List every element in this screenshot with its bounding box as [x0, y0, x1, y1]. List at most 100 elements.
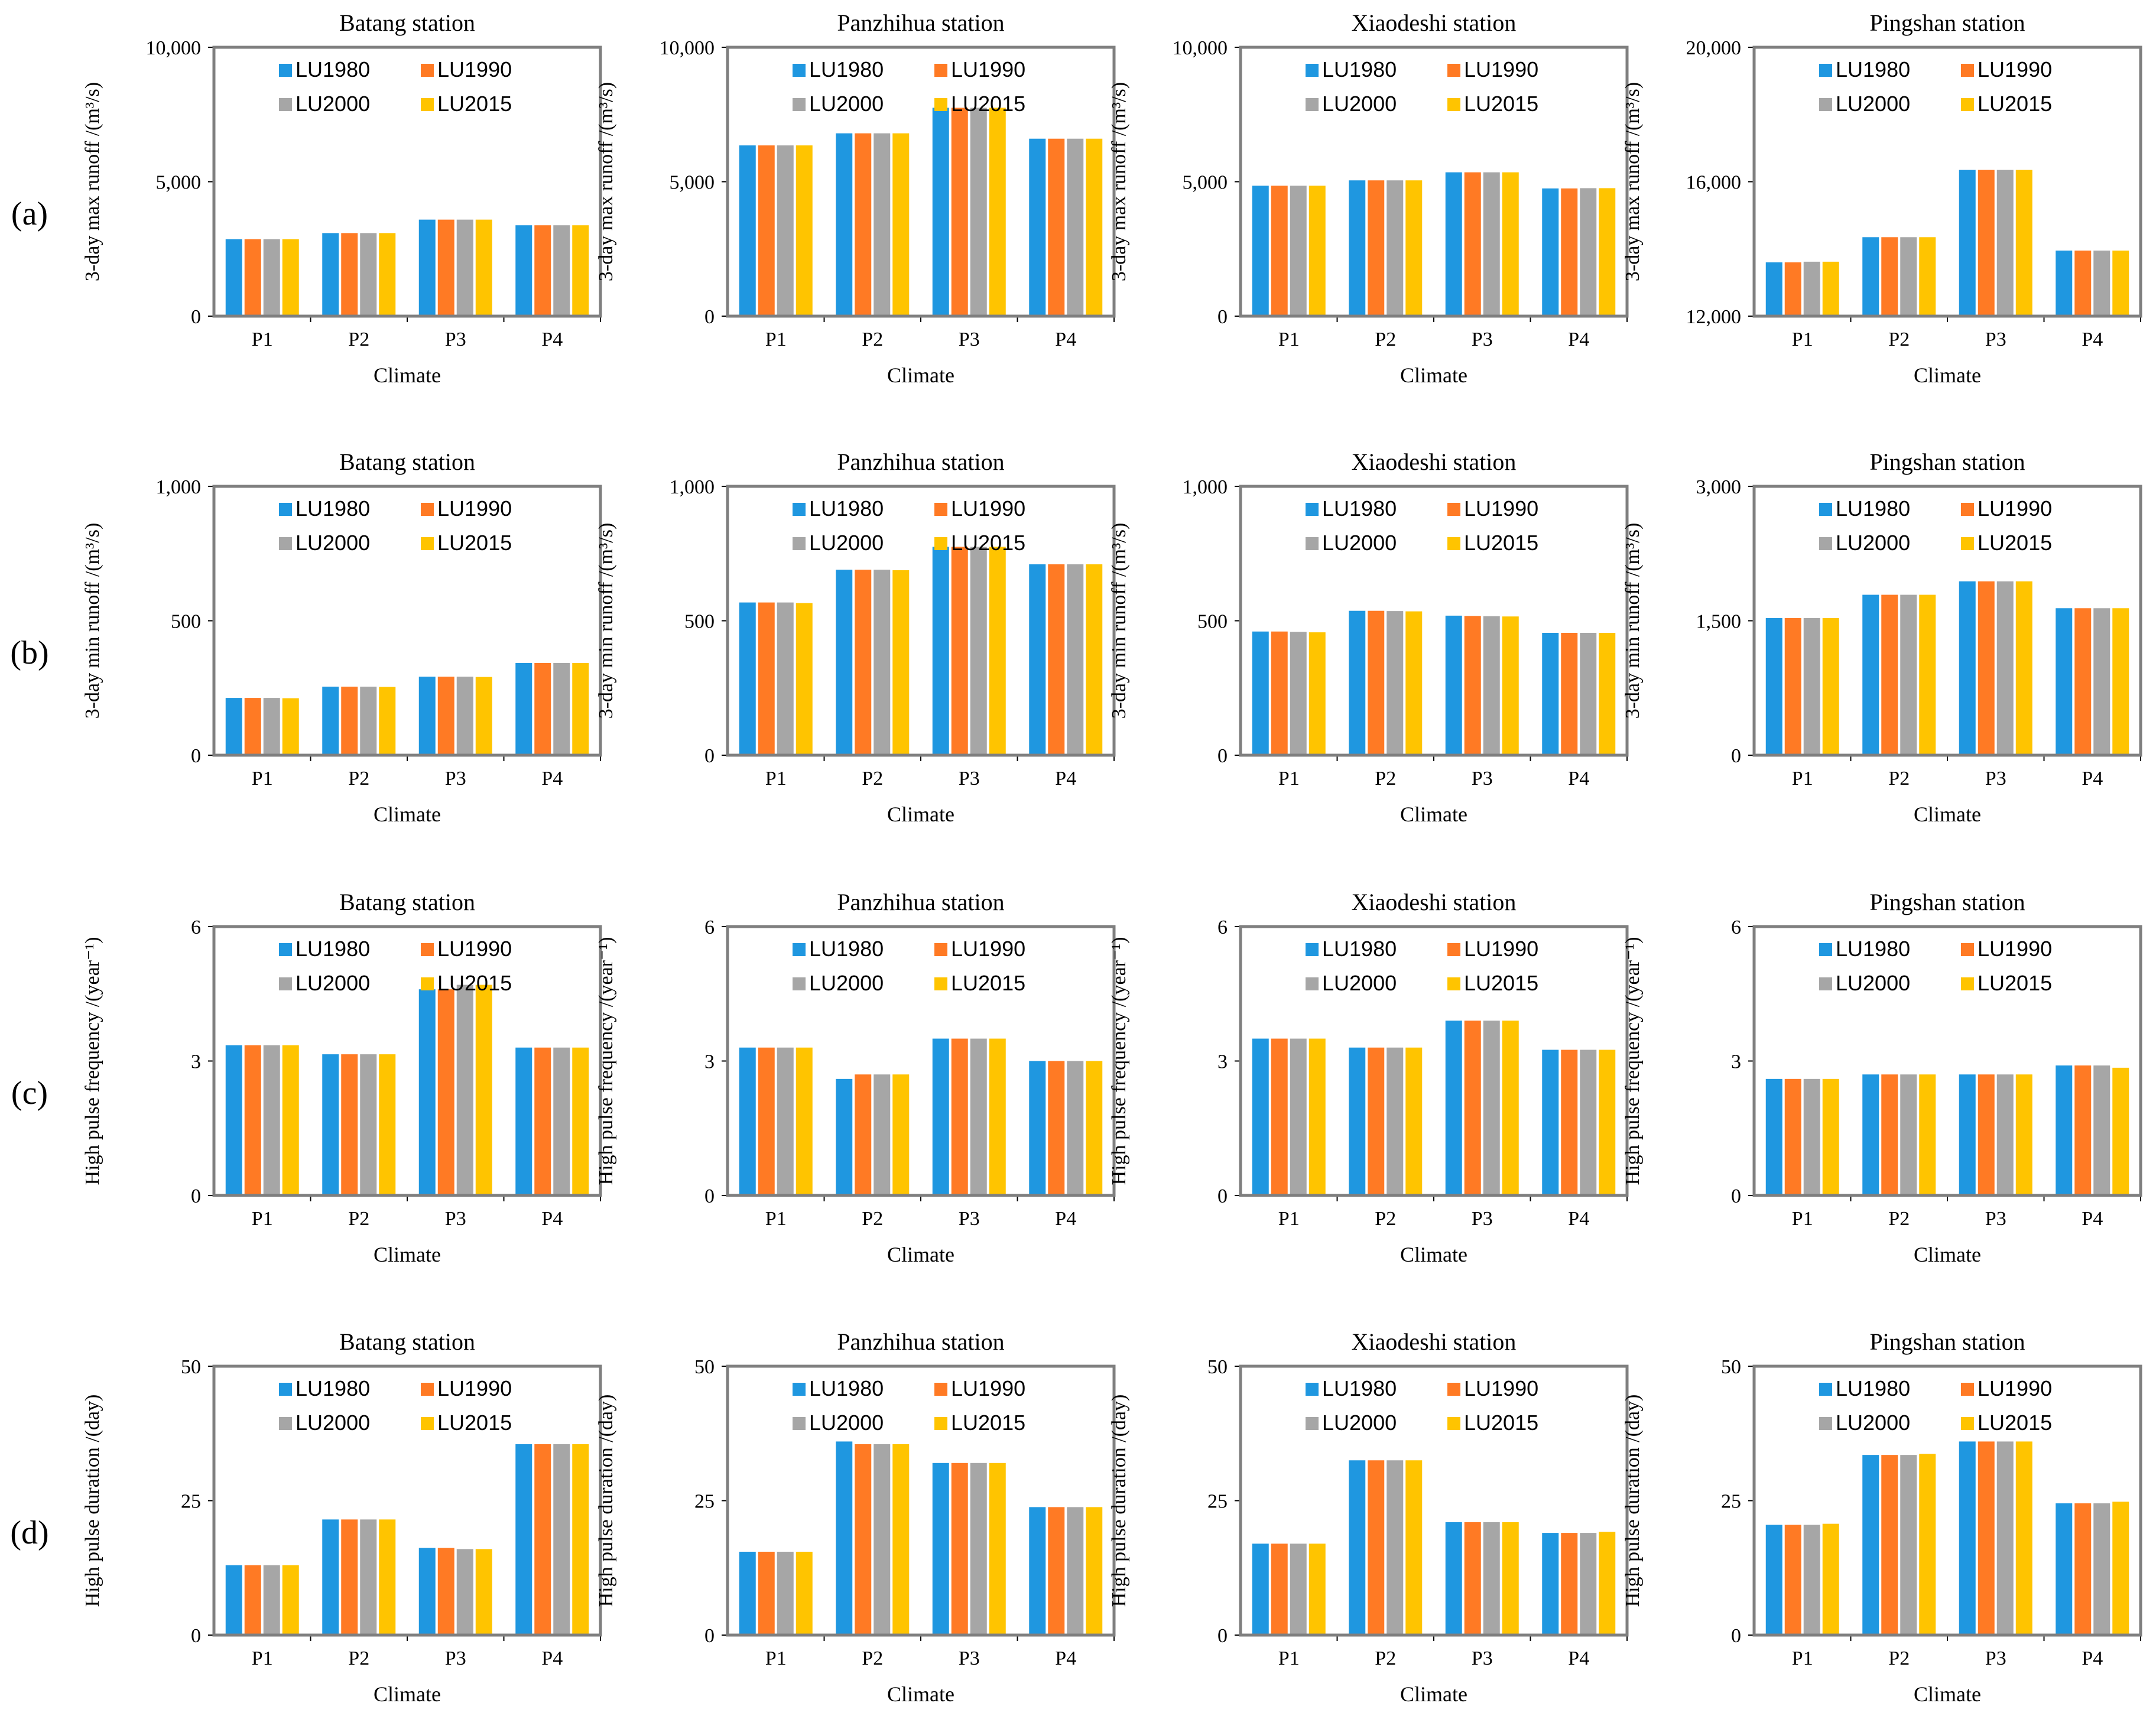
chart-panel: Batang station High pulse frequency /(yea…: [82, 889, 602, 1266]
x-tick-label: P2: [862, 768, 883, 789]
x-tick-label: P4: [1055, 1208, 1076, 1230]
legend-swatch: [934, 1383, 947, 1396]
bar-lu2000: [874, 1444, 891, 1635]
bar-lu1990: [1464, 1021, 1481, 1195]
plot-frame: [212, 1364, 602, 1637]
plot-frame: [1239, 1364, 1629, 1637]
bar-lu1990: [758, 1551, 775, 1635]
x-tick-label: P2: [1375, 329, 1396, 350]
bar-lu2015: [1599, 632, 1616, 755]
legend-swatch: [1306, 1383, 1319, 1396]
bar-lu1990: [1881, 1455, 1898, 1635]
bar-lu2015: [1086, 564, 1103, 755]
bar-lu2000: [970, 547, 987, 755]
legend-label: LU1990: [1464, 57, 1538, 82]
bar-lu1980: [932, 547, 949, 755]
bar-lu2015: [2112, 608, 2129, 755]
bar-lu1980: [739, 602, 756, 755]
legend-swatch: [793, 64, 806, 77]
bar-lu1980: [739, 1551, 756, 1635]
bar-lu1990: [1464, 1522, 1481, 1635]
legend-label: LU2000: [296, 971, 370, 995]
bar-lu2015: [1502, 616, 1519, 755]
legend-label: LU2015: [1464, 531, 1538, 555]
y-tick-label: 0: [704, 745, 715, 767]
x-tick-label: P2: [862, 1647, 883, 1669]
legend-swatch: [279, 977, 292, 990]
legend-swatch: [1447, 1383, 1460, 1396]
bar-lu1990: [1368, 1460, 1385, 1635]
legend-label: LU1980: [296, 57, 370, 82]
bar-lu2015: [379, 233, 396, 316]
bar-lu1990: [437, 1548, 454, 1635]
x-tick-label: P1: [252, 329, 273, 350]
bar-lu2000: [1996, 581, 2014, 755]
legend-label: LU2000: [296, 92, 370, 116]
bar-lu1990: [1271, 1543, 1288, 1635]
y-tick-label: 10,000: [146, 37, 202, 59]
x-tick-label: P3: [445, 1647, 466, 1669]
bar-lu2015: [1405, 611, 1423, 755]
bar-lu1980: [739, 145, 756, 316]
x-tick-label: P4: [2082, 768, 2103, 789]
legend-swatch: [1447, 503, 1460, 516]
bar-lu2000: [1900, 237, 1917, 316]
x-axis-label: Climate: [374, 363, 441, 387]
chart-panel: Xiaodeshi station High pulse duration /(d…: [1108, 1328, 1629, 1706]
bar-lu2000: [1900, 1074, 1917, 1195]
bar-lu1990: [437, 989, 454, 1195]
bar-lu2000: [1900, 594, 1917, 755]
legend-label: LU1990: [1978, 496, 2052, 521]
x-tick-label: P3: [445, 329, 466, 350]
bar-lu2015: [1405, 1460, 1423, 1635]
legend-swatch: [421, 64, 434, 77]
legend-swatch: [279, 943, 292, 956]
legend-swatch: [421, 977, 434, 990]
y-tick-label: 12,000: [1686, 306, 1742, 328]
x-tick-label: P3: [1985, 1208, 2006, 1230]
bar-lu1990: [244, 1565, 261, 1635]
legend-swatch: [934, 537, 947, 550]
bar-lu1990: [1464, 616, 1481, 755]
x-tick-label: P3: [959, 1647, 980, 1669]
bar-lu2000: [263, 1565, 280, 1635]
y-tick-label: 3: [191, 1051, 201, 1073]
x-tick-label: P3: [445, 1208, 466, 1230]
x-tick-label: P2: [348, 1647, 369, 1669]
x-tick-label: P1: [765, 768, 787, 789]
legend-label: LU1990: [951, 496, 1025, 521]
x-axis-label: Climate: [1914, 1243, 1981, 1266]
bar-lu2015: [572, 1444, 589, 1635]
bar-lu2015: [1919, 1454, 1936, 1635]
legend-label: LU2000: [1836, 92, 1910, 116]
chart-title: Batang station: [339, 9, 475, 36]
legend-swatch: [1447, 537, 1460, 550]
bar-lu1980: [1349, 1460, 1366, 1635]
legend-swatch: [934, 977, 947, 990]
x-tick-label: P2: [1375, 1647, 1396, 1669]
x-axis-label: Climate: [1400, 1682, 1467, 1706]
chart-panel: Panzhihua station 3-day min runoff /(m³/s…: [595, 449, 1116, 826]
bar-lu2015: [1308, 1543, 1326, 1635]
bar-lu1980: [1445, 1021, 1462, 1195]
bar-lu1980: [515, 1047, 532, 1195]
legend-label: LU2000: [809, 92, 884, 116]
legend-label: LU1990: [1978, 1376, 2052, 1400]
bar-lu2015: [1502, 172, 1519, 316]
bar-lu1990: [2074, 1503, 2092, 1635]
bar-lu2015: [1822, 618, 1839, 755]
bar-lu2000: [456, 677, 473, 755]
x-axis-label: Climate: [1400, 363, 1467, 387]
legend-label: LU2015: [951, 92, 1025, 116]
bar-lu1980: [739, 1047, 756, 1195]
y-tick-label: 10,000: [660, 37, 715, 59]
bar-lu1990: [1561, 1049, 1578, 1195]
chart-title: Panzhihua station: [837, 889, 1004, 915]
plot-frame: [212, 485, 602, 757]
bar-lu2000: [1290, 186, 1307, 316]
legend-label: LU2000: [1322, 92, 1397, 116]
plot-frame: [1752, 485, 2142, 757]
y-tick-label: 0: [191, 745, 201, 767]
bar-lu1980: [1765, 1078, 1782, 1195]
